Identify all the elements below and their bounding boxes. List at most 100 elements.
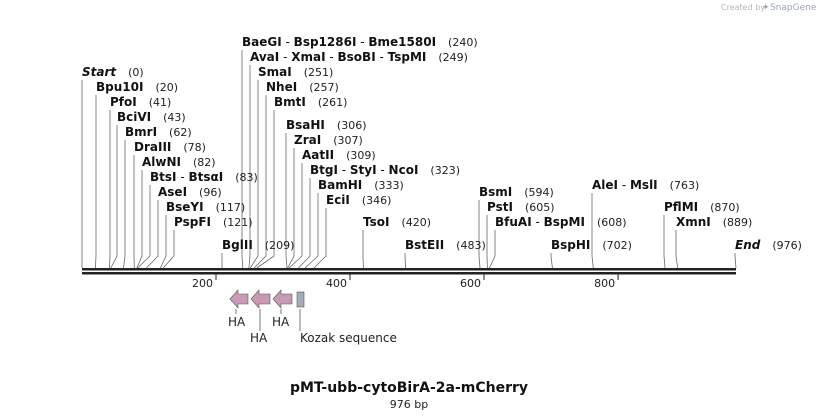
site-label-xmni: XmnI (889) — [676, 215, 752, 229]
site-name: NcoI — [389, 163, 419, 177]
backbone-top-strand — [82, 268, 736, 271]
site-name: EciI — [326, 193, 350, 207]
site-line-bmri — [123, 140, 126, 269]
site-position: (83) — [235, 171, 258, 184]
site-name: PstI — [487, 200, 513, 214]
site-position: (306) — [337, 119, 367, 132]
site-position: (96) — [199, 186, 222, 199]
site-name: BstEII — [405, 238, 444, 252]
site-label-bamhi: BamHI (333) — [318, 178, 404, 192]
site-name: SmaI — [258, 65, 292, 79]
plasmid-title: pMT-ubb-cytoBirA-2a-mCherry — [290, 380, 528, 396]
site-label-alei: AleI - MslI (763) — [592, 178, 699, 192]
site-line-bamhi — [304, 193, 319, 269]
site-position: (608) — [597, 216, 627, 229]
site-label-bpu10i: Bpu10I (20) — [96, 80, 178, 94]
site-name: Bme1580I — [368, 35, 436, 49]
site-name: BspHI — [551, 238, 590, 252]
ha-arrow-3 — [272, 289, 293, 309]
site-line-alwni — [136, 170, 143, 269]
site-label-start: Start (0) — [82, 65, 144, 79]
site-label-bsahi: BsaHI (306) — [286, 118, 367, 132]
site-line-btgi — [298, 178, 311, 269]
site-position: (240) — [448, 36, 478, 49]
site-line-pflmi — [663, 215, 666, 269]
site-label-baegi: BaeGI - Bsp1286I - Bme1580I (240) — [242, 35, 478, 49]
site-label-psti: PstI (605) — [487, 200, 555, 214]
site-label-bmti: BmtI (261) — [274, 95, 347, 109]
site-name: StyI — [350, 163, 377, 177]
site-position: (249) — [438, 51, 468, 64]
site-position: (763) — [670, 179, 700, 192]
site-position: (483) — [456, 239, 486, 252]
feature-label-kozak: Kozak sequence — [300, 331, 397, 345]
site-position: (346) — [362, 194, 392, 207]
site-labels: BaeGI - Bsp1286I - Bme1580I (240)AvaI - X… — [82, 35, 802, 252]
site-name: XmaI — [291, 50, 325, 64]
site-name: BtgI — [310, 163, 338, 177]
site-position: (605) — [525, 201, 555, 214]
site-label-bsmi: BsmI (594) — [479, 185, 554, 199]
site-line-avai — [248, 65, 251, 269]
site-name: Start — [82, 65, 117, 79]
site-position: (870) — [710, 201, 740, 214]
site-name: BfuAI — [495, 215, 532, 229]
site-name: BamHI — [318, 178, 362, 192]
site-line-bsteii — [404, 253, 406, 269]
site-position: (889) — [723, 216, 753, 229]
feature-label-ha-3: HA — [272, 315, 290, 329]
ruler-tick-label-800: 800 — [594, 277, 615, 290]
site-position: (333) — [374, 179, 404, 192]
site-position: (307) — [333, 134, 363, 147]
site-position: (20) — [155, 81, 178, 94]
site-line-bpu10i — [95, 95, 97, 269]
site-name: BspMI — [544, 215, 585, 229]
site-label-aatii: AatII (309) — [302, 148, 376, 162]
ha-arrow-1 — [229, 289, 249, 309]
site-label-bseyi: BseYI (117) — [166, 200, 245, 214]
ruler-tick-label-400: 400 — [326, 277, 347, 290]
site-name: BciVI — [117, 110, 151, 124]
site-name: PflMI — [664, 200, 698, 214]
site-name-separator: - — [376, 50, 388, 64]
site-name: AleI — [592, 178, 618, 192]
site-position: (43) — [163, 111, 186, 124]
plasmid-length: 976 bp — [390, 398, 428, 411]
site-position: (62) — [169, 126, 192, 139]
site-position: (323) — [430, 164, 460, 177]
site-name: BaeGI — [242, 35, 282, 49]
site-line-bmti — [256, 110, 275, 269]
site-line-nhei — [253, 95, 267, 269]
site-name: BsaHI — [286, 118, 325, 132]
site-line-bseyi — [160, 215, 167, 269]
site-label-asei: AseI (96) — [158, 185, 222, 199]
site-name-separator: - — [377, 163, 389, 177]
site-line-bfuai — [489, 230, 496, 269]
site-label-tsoi: TsoI (420) — [363, 215, 431, 229]
site-name: BseYI — [166, 200, 204, 214]
site-name: BglII — [222, 238, 253, 252]
site-line-pspfi — [162, 230, 175, 269]
site-line-alei — [591, 193, 594, 269]
site-position: (594) — [524, 186, 554, 199]
site-label-ecii: EciI (346) — [326, 193, 391, 207]
site-name: BsmI — [479, 185, 512, 199]
site-label-btgi: BtgI - StyI - NcoI (323) — [310, 163, 460, 177]
kozak-box — [296, 291, 305, 308]
site-name-separator: - — [356, 35, 368, 49]
site-label-pspfi: PspFI (121) — [174, 215, 253, 229]
site-label-bfuai: BfuAI - BspMI (608) — [495, 215, 627, 229]
backbone-bottom-strand — [82, 272, 736, 275]
site-name-separator: - — [177, 170, 189, 184]
site-label-smai: SmaI (251) — [258, 65, 333, 79]
feature-label-ha-1: HA — [228, 315, 246, 329]
site-line-end — [734, 253, 737, 269]
site-name: Bpu10I — [96, 80, 143, 94]
site-position: (209) — [265, 239, 295, 252]
site-line-baegi — [241, 50, 244, 269]
site-name: TsoI — [363, 215, 389, 229]
snapgene-brand-label: SnapGene — [770, 3, 817, 13]
site-position: (78) — [183, 141, 206, 154]
site-label-alwni: AlwNI (82) — [142, 155, 216, 169]
